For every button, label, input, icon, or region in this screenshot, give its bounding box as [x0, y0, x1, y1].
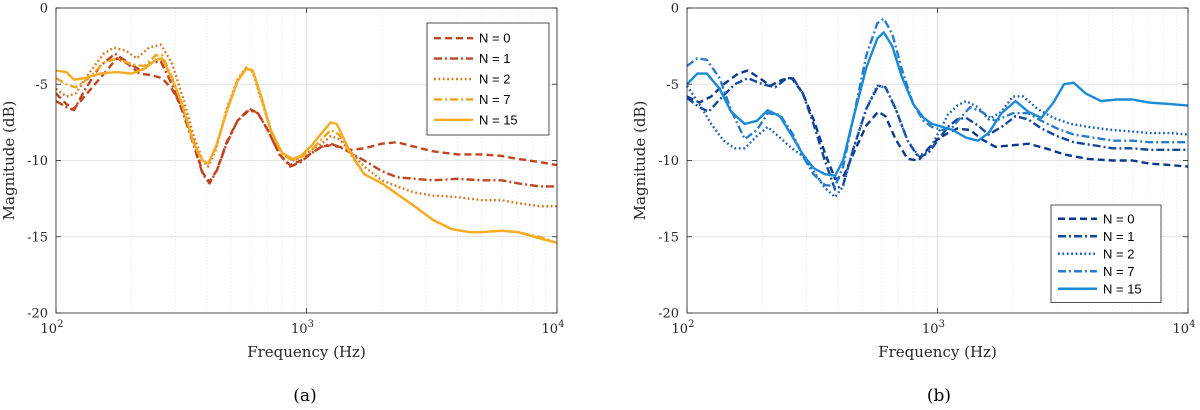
legend-entry-label: N = 7: [1103, 264, 1134, 279]
y-axis-label: Magnitude (dB): [0, 101, 18, 221]
y-axis-label: Magnitude (dB): [631, 101, 649, 221]
series-line-1: [55, 52, 557, 188]
y-tick-label: 0: [40, 2, 48, 17]
ticks: [686, 7, 1189, 314]
x-tick-label: 102: [41, 319, 64, 337]
legend-entry-label: N = 15: [479, 112, 518, 127]
legend: N = 0 N = 1 N = 2 N = 7 N = 15: [426, 22, 550, 136]
legend-entry-label: N = 0: [479, 31, 510, 46]
legend: N = 0 N = 1 N = 2 N = 7 N = 15: [1050, 204, 1162, 303]
y-tick-label: -15: [27, 230, 48, 245]
x-tick-label: 103: [922, 319, 945, 337]
ticks: [55, 7, 558, 314]
legend-entry-label: N = 1: [479, 51, 510, 66]
legend-entry-label: N = 7: [479, 92, 510, 107]
legend-entry-label: N = 0: [1103, 211, 1134, 226]
y-tick-label: -10: [27, 154, 48, 169]
series-group: [55, 43, 558, 245]
x-tick-label: 104: [1173, 319, 1196, 337]
series-line-0: [686, 69, 1189, 180]
y-tick-label: -5: [35, 78, 48, 93]
x-axis-label: Frequency (Hz): [878, 343, 997, 361]
x-tick-label: 102: [672, 319, 695, 337]
y-tick-label: -5: [666, 78, 679, 93]
x-tick-label: 104: [542, 319, 565, 337]
series-line-2: [55, 43, 557, 208]
y-tick-label: -15: [658, 230, 679, 245]
series-line-4: [55, 57, 558, 245]
y-tick-label: -10: [658, 154, 679, 169]
panel-caption: (b): [927, 386, 951, 406]
series-group: [686, 17, 1189, 199]
series-line-0: [55, 57, 558, 184]
y-tick-label: -20: [658, 307, 679, 322]
y-tick-label: 0: [671, 2, 679, 17]
panel-caption: (a): [293, 386, 316, 406]
series-line-2: [686, 84, 1189, 199]
series-line-4: [686, 31, 1189, 177]
legend-box: [1050, 204, 1162, 303]
x-tick-label: 103: [291, 319, 314, 337]
legend-entry-label: N = 15: [1103, 281, 1142, 296]
legend-entry-label: N = 2: [1103, 246, 1134, 261]
y-tick-label: -20: [27, 307, 48, 322]
legend-entry-label: N = 1: [1103, 229, 1134, 244]
series-line-3: [686, 17, 1188, 188]
x-axis-label: Frequency (Hz): [247, 343, 366, 361]
legend-entry-label: N = 2: [479, 72, 510, 87]
